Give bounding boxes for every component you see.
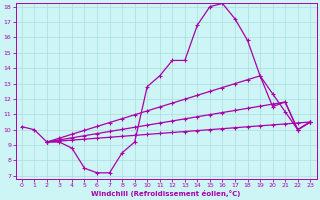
X-axis label: Windchill (Refroidissement éolien,°C): Windchill (Refroidissement éolien,°C) [91,190,241,197]
